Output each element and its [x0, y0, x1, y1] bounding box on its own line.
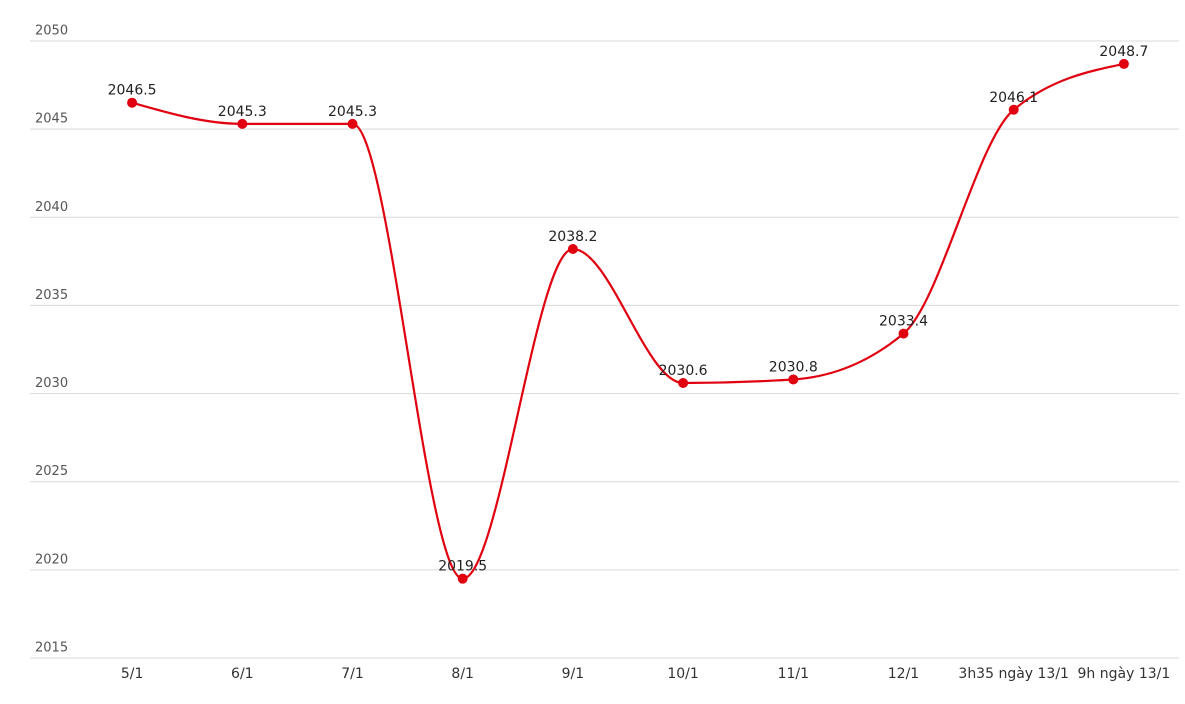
y-tick-label: 2040	[35, 200, 68, 215]
x-tick-label: 6/1	[231, 666, 254, 682]
point	[788, 374, 799, 385]
point	[1008, 104, 1019, 115]
y-tick-label: 2050	[35, 24, 68, 39]
x-tick-label: 9h ngày 13/1	[1078, 666, 1171, 682]
x-tick-label: 10/1	[667, 666, 698, 682]
y-tick-label: 2020	[35, 552, 68, 567]
point	[457, 573, 468, 584]
point	[127, 97, 138, 108]
data-label: 2030.8	[769, 359, 818, 375]
x-tick-label: 11/1	[778, 666, 809, 682]
y-tick-label: 2035	[35, 288, 68, 303]
data-label: 2046.1	[989, 90, 1038, 106]
y-tick-label: 2045	[35, 112, 68, 127]
point	[678, 377, 689, 388]
point	[237, 118, 248, 129]
y-tick-label: 2025	[35, 464, 68, 479]
y-tick-label: 2030	[35, 376, 68, 391]
x-tick-label: 9/1	[562, 666, 585, 682]
x-tick-label: 8/1	[451, 666, 474, 682]
data-label: 2045.3	[218, 104, 267, 120]
x-tick-label: 7/1	[341, 666, 364, 682]
line	[131, 62, 1125, 580]
x-tick-label: 5/1	[121, 666, 144, 682]
data-label: 2048.7	[1099, 44, 1148, 60]
data-label: 2030.6	[659, 363, 708, 379]
data-label: 2019.5	[438, 559, 487, 575]
point	[1118, 58, 1129, 69]
point	[347, 118, 358, 129]
x-tick-label: 3h35 ngày 13/1	[958, 666, 1069, 682]
data-label: 2045.3	[328, 104, 377, 120]
data-label: 2046.5	[108, 83, 157, 99]
point	[898, 328, 909, 339]
data-label: 2038.2	[548, 229, 597, 245]
data-label: 2033.4	[879, 314, 928, 330]
point	[567, 244, 578, 255]
x-tick-label: 12/1	[888, 666, 919, 682]
y-tick-label: 2015	[35, 641, 68, 656]
